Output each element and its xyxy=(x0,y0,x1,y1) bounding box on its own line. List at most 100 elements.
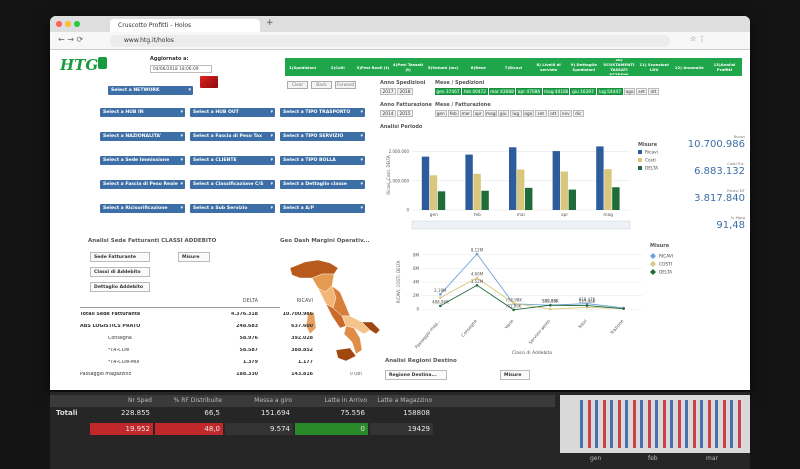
filter-dropdown[interactable]: Select a HUB OUT ▾ xyxy=(190,108,275,117)
month-chip[interactable]: set xyxy=(636,88,647,95)
italy-map xyxy=(289,259,381,362)
filter-dropdown[interactable]: Select a NETWORK ▾ xyxy=(108,86,193,95)
action-button[interactable]: Forward xyxy=(335,81,356,89)
nav-item[interactable]: 8) Livelli di servizio xyxy=(536,62,561,72)
nav-item[interactable]: 6)Rese xyxy=(470,64,486,70)
cell: 228.855 xyxy=(121,409,150,417)
cell: 66,5 xyxy=(204,409,220,417)
new-tab[interactable]: + xyxy=(266,18,274,28)
stripe xyxy=(730,400,733,448)
filter-dropdown[interactable]: Select a Fascia di Peso Tax ▾ xyxy=(190,132,275,141)
legend-marker xyxy=(650,261,656,267)
point xyxy=(475,283,479,287)
row-label: *TR-CON xyxy=(108,348,130,353)
month-chip[interactable]: ago xyxy=(624,88,635,95)
action-button[interactable]: Back xyxy=(311,81,332,89)
month-chip[interactable]: dic xyxy=(572,110,584,117)
logo: HTG xyxy=(60,56,99,74)
dropdown-arrow: ▾ xyxy=(270,133,273,139)
filter-dropdown[interactable]: Select a Fascia di Peso Reale ▾ xyxy=(100,180,185,189)
filter-dropdown[interactable]: Select a Ricisorificazione ▾ xyxy=(100,204,185,213)
cell: 19.952 xyxy=(90,423,153,435)
filter-dropdown[interactable]: Select a NAZIONALITA' ▾ xyxy=(100,132,185,141)
legend-title: Misure xyxy=(638,142,658,148)
filter-dropdown[interactable]: Select a HUB IN ▾ xyxy=(100,108,185,117)
month-chip[interactable]: giu xyxy=(497,110,509,117)
filter-dropdown[interactable]: Select a A/P ▾ xyxy=(280,204,365,213)
month-chip[interactable]: apr xyxy=(472,110,484,117)
stripe xyxy=(617,400,621,448)
x-tick-label: gen xyxy=(430,213,438,218)
tab-bar: Cruscotto Profitti - Holos + xyxy=(50,16,750,32)
month-chip[interactable]: lug xyxy=(510,110,522,117)
month-chip[interactable]: gen xyxy=(435,110,447,117)
nav-item[interactable]: 5)Volumi (mc) xyxy=(427,64,459,70)
legend-swatch xyxy=(638,150,642,154)
cell: 48,0 xyxy=(155,423,223,435)
year-chip[interactable]: 2015 xyxy=(397,110,413,117)
value-label: 4,60M xyxy=(471,271,484,276)
kpi-label: Ricavi xyxy=(733,134,745,139)
x-axis-title: Classi di Addebito xyxy=(512,350,552,356)
column-header: RICAVI xyxy=(296,298,313,304)
nav-item[interactable]: 9) Dettaglio Spedizioni xyxy=(570,62,597,72)
year-chip[interactable]: 2018 xyxy=(397,88,413,95)
month-chip[interactable]: ott xyxy=(648,88,659,95)
nav-item[interactable]: 7)Ricavi xyxy=(504,64,523,70)
filter-dropdown[interactable]: Select a Sub Servizio ▾ xyxy=(190,204,275,213)
year-chip[interactable]: 2017 xyxy=(380,88,396,95)
month-chip[interactable]: ott xyxy=(547,110,559,117)
nav-item[interactable]: 13)Analisi Profitti xyxy=(713,62,736,72)
month-chip[interactable]: mag xyxy=(485,110,497,117)
filter-dropdown[interactable]: Select a TIPO BOLLA ▾ xyxy=(280,156,365,165)
legend-swatch xyxy=(638,166,642,170)
updated-value: 04/06/2018 18:06:09 xyxy=(150,65,212,73)
nav-item[interactable]: 1)Spedizioni xyxy=(288,64,317,70)
column-header: Nr Sped xyxy=(128,397,152,404)
month-chip[interactable]: feb xyxy=(447,110,459,117)
filter-box[interactable]: Classi di Addebito xyxy=(90,267,150,277)
selector-label: Mese / Fatturazione xyxy=(435,102,491,108)
action-button[interactable]: Clear xyxy=(287,81,308,89)
filter-dropdown[interactable]: Select a CLIENTE ▾ xyxy=(190,156,275,165)
nav-item[interactable]: 3)Pesi Reali (t) xyxy=(356,64,390,70)
filter-box[interactable]: Regione Destina... xyxy=(385,370,447,380)
measures-box[interactable]: Misure xyxy=(500,370,530,380)
filter-dropdown[interactable]: Select a TIPO SERVIZIO ▾ xyxy=(280,132,365,141)
nav-item[interactable]: 11) Scansioni LDV xyxy=(639,62,669,72)
dropdown-arrow: ▾ xyxy=(270,109,273,115)
filter-dropdown[interactable]: Select a TIPO TRASPORTO ▾ xyxy=(280,108,365,117)
bar xyxy=(568,189,576,210)
filter-box[interactable]: Dettaglio Addebito xyxy=(90,282,150,292)
month-chip[interactable]: ago xyxy=(522,110,534,117)
year-chip[interactable]: 2014 xyxy=(380,110,396,117)
chart-title: Analisi Periodo xyxy=(380,124,423,130)
month-chip[interactable]: feb 40472 xyxy=(462,88,488,95)
nav-item[interactable]: 2)Colli xyxy=(330,64,345,70)
filter-dropdown[interactable]: Select a Sede Immissione ▾ xyxy=(100,156,185,165)
nav-item[interactable]: 10) SCOSTAMENTI TASSATI ESTREMI xyxy=(603,59,635,75)
window-controls xyxy=(56,21,84,28)
month-chip[interactable]: apr 47086 xyxy=(516,88,542,95)
filter-box[interactable]: Sede Fatturante xyxy=(90,252,150,262)
month-chip[interactable]: mag 44188 xyxy=(543,88,569,95)
stripe xyxy=(700,400,703,448)
url-field[interactable]: www.htg.it/holos xyxy=(110,35,670,47)
nav-arrows[interactable]: ← → ⟳ xyxy=(58,35,84,44)
measures-box[interactable]: Misure xyxy=(178,252,210,262)
filter-dropdown[interactable]: Select a Dettaglio classe ▾ xyxy=(280,180,365,189)
month-chip[interactable]: gen 37467 xyxy=(435,88,461,95)
month-chip[interactable]: mar 43688 xyxy=(489,88,515,95)
x-tick-label: Consegna xyxy=(460,318,479,338)
filter-dropdown[interactable]: Select a Classificazione C/S ▾ xyxy=(190,180,275,189)
browser-menu[interactable]: ☆ ⋮ xyxy=(690,35,706,43)
month-chip[interactable]: giu 16397 xyxy=(570,88,596,95)
month-chip[interactable]: set xyxy=(535,110,547,117)
nav-item[interactable]: 12) Anomalie xyxy=(674,64,704,70)
month-chip[interactable]: mar xyxy=(460,110,472,117)
nav-item[interactable]: 4)Pesi Tassati (t) xyxy=(392,62,424,72)
month-chip[interactable]: lug 54447 xyxy=(597,88,623,95)
x-tick-label: Passaggio mag... xyxy=(414,318,442,350)
browser-tab[interactable]: Cruscotto Profitti - Holos xyxy=(110,19,260,32)
month-chip[interactable]: nov xyxy=(560,110,572,117)
